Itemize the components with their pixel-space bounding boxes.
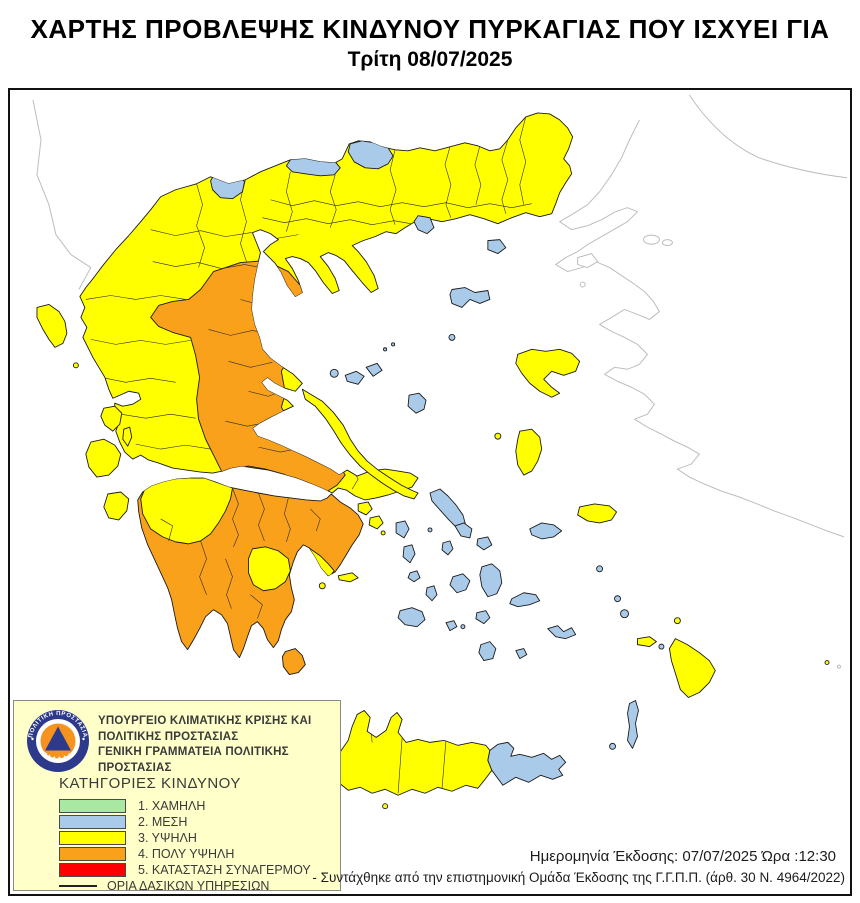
- legend-row-alert: 5. ΚΑΤΑΣΤΑΣΗ ΣΥΝΑΓΕΡΜΟΥ: [59, 861, 311, 877]
- region-agios-efstratios: [448, 333, 456, 341]
- page-subtitle: Τρίτη 08/07/2025: [347, 48, 513, 71]
- credit-line: - Συντάχθηκε από την επιστημονική Ομάδα …: [312, 870, 845, 885]
- region-evia: [301, 388, 419, 500]
- region-zakynthos: [103, 491, 130, 521]
- region-crete-east: [487, 741, 567, 786]
- mainland-greece: [79, 112, 574, 501]
- issue-date-line: Ημερομηνία Έκδοσης: 07/07/2025 Ώρα :12:3…: [529, 848, 836, 865]
- legend-heading: ΚΑΤΗΓΟΡΙΕΣ ΚΙΝΔΥΝΟΥ: [59, 775, 241, 792]
- region-kefalonia: [85, 438, 122, 478]
- region-limnos: [449, 287, 491, 308]
- region-kasos: [609, 742, 616, 750]
- peloponnese: [137, 477, 364, 659]
- region-ithaki: [122, 426, 133, 447]
- boundary-line-symbol: [59, 884, 97, 887]
- region-kythira: [281, 648, 306, 675]
- risk-swatch-medium: [59, 814, 126, 829]
- saronic-islands: [318, 501, 386, 590]
- region-karpathos: [627, 700, 639, 749]
- risk-swatch-very-high: [59, 846, 126, 861]
- region-paxoi: [72, 362, 79, 369]
- region-astypalaia: [547, 625, 577, 640]
- region-kos: [637, 636, 657, 648]
- legend-row-low: 1. ΧΑΜΗΛΗ: [59, 797, 311, 813]
- dodecanese-islands: [547, 565, 830, 750]
- legend-row-high: 3. ΥΨΗΛΗ: [59, 829, 311, 845]
- organization-name: ΥΠΟΥΡΓΕΙΟ ΚΛΙΜΑΤΙΚΗΣ ΚΡΙΣΗΣ ΚΑΙ ΠΟΛΙΤΙΚΗ…: [98, 714, 336, 776]
- region-psara: [494, 432, 502, 440]
- district-boundaries: [85, 116, 544, 490]
- region-kastellorizo: [824, 660, 830, 666]
- region-corfu: [36, 304, 68, 348]
- region-chios: [515, 428, 543, 476]
- region-north-district-c: [347, 140, 394, 170]
- region-ikaria: [529, 522, 563, 540]
- region-lesvos: [515, 348, 581, 398]
- region-samos: [577, 503, 617, 524]
- org-line-1: ΥΠΟΥΡΓΕΙΟ ΚΛΙΜΑΤΙΚΗΣ ΚΡΙΣΗΣ ΚΑΙ: [98, 715, 312, 727]
- region-thasos: [413, 215, 435, 235]
- region-samothraki: [487, 239, 507, 255]
- crete: [333, 710, 567, 810]
- legend-row-very-high: 4. ΠΟΛΥ ΥΨΗΛΗ: [59, 845, 311, 861]
- risk-swatch-alert: [59, 862, 126, 877]
- district-boundaries-peloponnese: [160, 487, 321, 619]
- region-symi: [673, 617, 681, 625]
- legend-boundary-row: ΟΡΙΑ ΔΑΣΙΚΩΝ ΥΠΗΡΕΣΙΩΝ: [59, 877, 269, 895]
- region-tilos: [658, 643, 665, 650]
- legend-categories: 1. ΧΑΜΗΛΗ 2. ΜΕΣΗ 3. ΥΨΗΛΗ 4. ΠΟΛΥ ΥΨΗΛΗ…: [59, 797, 311, 877]
- greece-map: [32, 94, 848, 810]
- legend-row-medium: 2. ΜΕΣΗ: [59, 813, 311, 829]
- org-line-2: ΠΟΛΙΤΙΚΗΣ ΠΡΟΣΤΑΣΙΑΣ: [98, 730, 239, 743]
- map-frame: ΠΟΛΙΤΙΚΗ ΠΡΟΣΤΑΣΙΑ ΕΛΛΑΔΑ ΥΠΟΥΡΓΕΙΟ ΚΛΙΜ…: [8, 88, 852, 896]
- ionian-islands: [36, 304, 306, 675]
- cyclades-islands: [395, 488, 541, 662]
- region-peloponnese-east: [248, 546, 291, 592]
- region-gavdos: [382, 803, 389, 810]
- page-title: ΧΑΡΤΗΣ ΠΡΟΒΛΕΨΗΣ ΚΙΝΔΥΝΟΥ ΠΥΡΚΑΓΙΑΣ ΠΟΥ …: [30, 14, 830, 44]
- sporades-islands: [329, 342, 427, 414]
- north-aegean-islands: [413, 215, 617, 540]
- logo-star-left: [31, 737, 34, 741]
- region-rhodes: [668, 638, 716, 698]
- region-lefkada: [100, 405, 123, 432]
- logo-triangle-icon: [45, 726, 71, 751]
- region-crete-west: [333, 710, 493, 796]
- legend-box: ΠΟΛΙΤΙΚΗ ΠΡΟΣΤΑΣΙΑ ΕΛΛΑΔΑ ΥΠΟΥΡΓΕΙΟ ΚΛΙΜ…: [13, 700, 341, 893]
- logo-star-right: [82, 737, 85, 741]
- risk-swatch-high: [59, 830, 126, 845]
- region-skyros: [407, 392, 427, 414]
- civil-protection-logo: ΠΟΛΙΤΙΚΗ ΠΡΟΣΤΑΣΙΑ ΕΛΛΑΔΑ: [27, 710, 89, 772]
- org-line-3: ΓΕΝΙΚΗ ΓΡΑΜΜΑΤΕΙΑ ΠΟΛΙΤΙΚΗΣ ΠΡΟΣΤΑΣΙΑΣ: [98, 746, 289, 774]
- risk-swatch-low: [59, 798, 126, 813]
- foreign-borders: [32, 94, 848, 669]
